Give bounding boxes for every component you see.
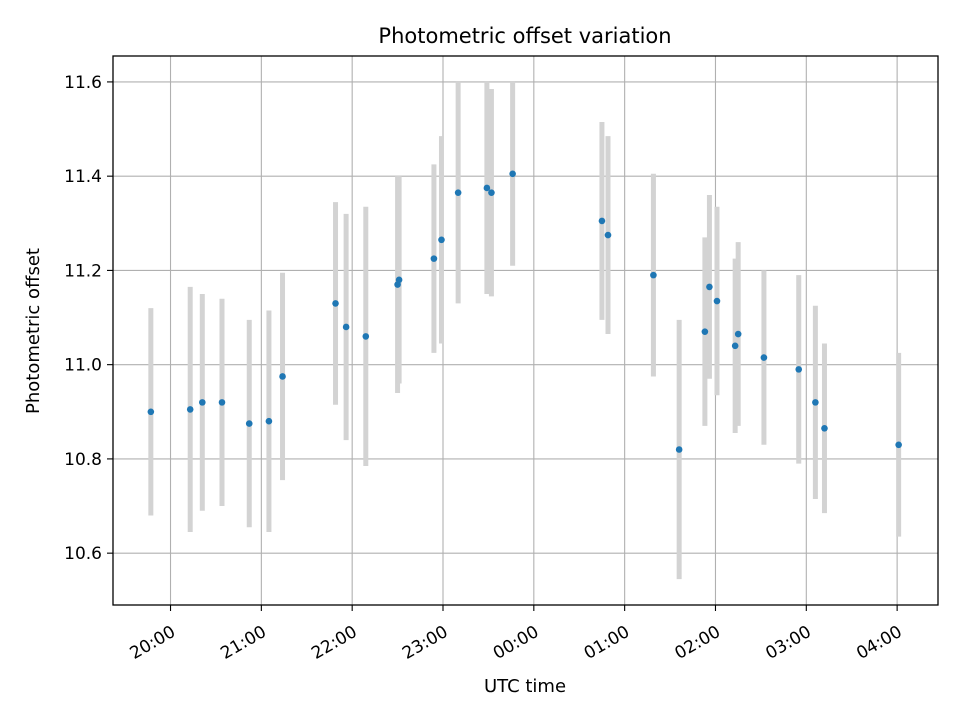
data-point — [454, 189, 462, 196]
data-point — [760, 354, 768, 361]
data-point — [430, 255, 438, 262]
data-point — [701, 328, 709, 335]
data-point — [675, 446, 683, 453]
data-point — [342, 323, 350, 331]
data-point — [245, 420, 253, 427]
y-tick-label: 11.6 — [64, 73, 102, 93]
data-point — [362, 333, 370, 340]
data-point — [265, 417, 273, 425]
data-point — [279, 373, 286, 380]
data-point — [147, 408, 155, 416]
y-axis-ticks: 10.6 10.8 11.0 11.2 11.4 11.6 — [64, 73, 113, 564]
x-axis-label: UTC time — [484, 676, 566, 697]
y-tick-label: 10.6 — [64, 544, 102, 564]
y-tick-label: 11.0 — [64, 356, 102, 376]
y-tick-label: 11.2 — [64, 261, 102, 281]
y-tick-label: 10.8 — [64, 450, 102, 470]
data-point — [438, 236, 445, 244]
data-points — [147, 170, 902, 453]
data-point — [734, 330, 742, 338]
data-point — [488, 189, 495, 196]
data-point — [795, 366, 803, 373]
data-point — [706, 283, 713, 291]
y-axis-label: Photometric offset — [23, 248, 44, 414]
chart-title: Photometric offset variation — [378, 24, 671, 48]
data-point — [650, 271, 657, 279]
data-point — [731, 342, 739, 350]
y-tick-label: 11.4 — [64, 167, 102, 187]
data-point — [509, 170, 516, 178]
data-point — [395, 276, 403, 284]
data-point — [812, 399, 819, 406]
data-point — [199, 399, 206, 406]
data-point — [895, 441, 902, 449]
data-point — [186, 406, 194, 413]
data-point — [821, 424, 828, 432]
plot-frame — [112, 55, 939, 606]
data-point — [218, 399, 226, 406]
data-point — [332, 300, 339, 307]
data-point — [483, 184, 491, 192]
data-point — [598, 217, 606, 225]
data-point — [713, 297, 721, 305]
data-point — [604, 231, 612, 239]
